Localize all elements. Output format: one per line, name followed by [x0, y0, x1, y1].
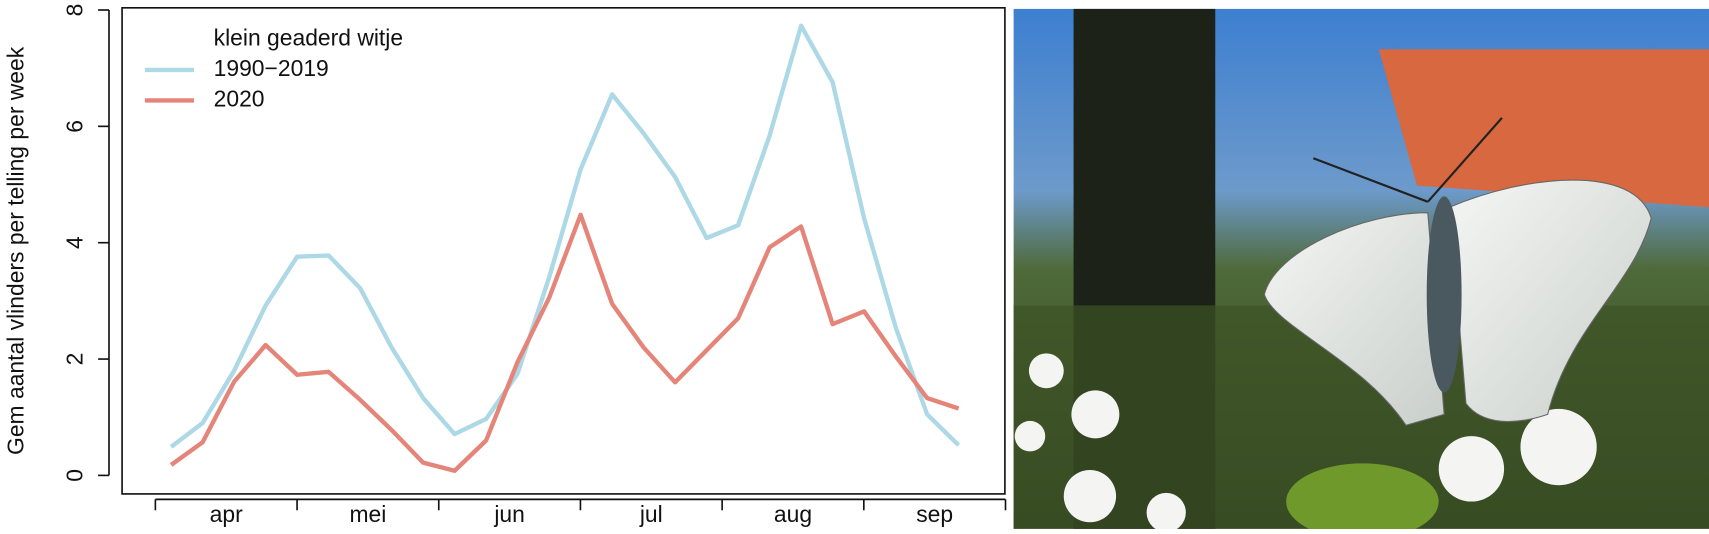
series-line [169, 212, 960, 473]
x-tick-label: mei [349, 501, 386, 527]
y-tick-label: 8 [61, 4, 87, 17]
x-tick-label: sep [916, 501, 953, 527]
y-axis-label: Gem aantal vlinders per telling per week [2, 46, 28, 455]
y-tick-label: 6 [61, 120, 87, 133]
legend-title: klein geaderd witje [214, 24, 403, 50]
plot-frame [121, 7, 1006, 495]
x-tick-label: jul [639, 501, 663, 527]
series-line [169, 23, 961, 449]
y-tick-label: 2 [61, 353, 87, 366]
legend-label: 2020 [214, 86, 265, 112]
photo [1013, 8, 1709, 534]
legend-label: 1990−2019 [214, 55, 329, 81]
y-tick-label: 0 [61, 469, 87, 482]
x-tick-label: apr [210, 501, 243, 527]
x-tick-label: aug [774, 501, 812, 527]
x-tick-label: jun [493, 501, 525, 527]
y-tick-label: 4 [61, 236, 87, 249]
